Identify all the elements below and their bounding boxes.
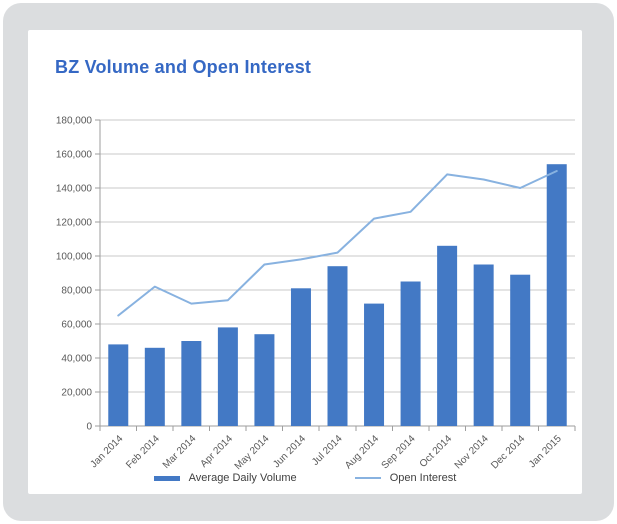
- line-series-swatch: [354, 477, 381, 479]
- bar: [364, 303, 385, 426]
- legend-label-open-interest: Open Interest: [389, 472, 457, 484]
- y-tick-label: 80,000: [61, 286, 92, 297]
- bar: [108, 344, 129, 426]
- bar: [290, 288, 311, 426]
- chart-panel-frame: BZ Volume and Open Interest 0 20,000 40,00…: [3, 3, 614, 521]
- x-tick-label: Jan 2014: [89, 433, 126, 470]
- y-tick-label: 0: [86, 422, 92, 433]
- bar: [400, 281, 421, 426]
- y-tick-label: 20,000: [61, 388, 92, 399]
- x-tick-label: Jan 2015: [527, 433, 564, 470]
- x-tick-label: Dec 2014: [489, 433, 527, 471]
- bar: [437, 245, 458, 426]
- bar: [510, 274, 531, 426]
- bar: [217, 327, 238, 426]
- x-tick-label: Apr 2014: [199, 433, 236, 470]
- x-tick-label: Sep 2014: [380, 433, 418, 471]
- x-tick-label: May 2014: [233, 433, 272, 472]
- y-tick-label: 60,000: [61, 320, 92, 331]
- legend-label-average-daily-volume: Average Daily Volume: [188, 472, 297, 484]
- y-tick-label: 120,000: [56, 218, 93, 229]
- bar: [473, 264, 494, 426]
- bar-series-swatch: [153, 475, 180, 481]
- open-interest-line: [117, 170, 558, 317]
- y-tick-label: 140,000: [56, 184, 93, 195]
- x-tick-label: Jun 2014: [271, 433, 308, 470]
- x-tick-label: Jul 2014: [310, 433, 345, 468]
- x-tick-label: Mar 2014: [161, 433, 199, 471]
- legend-item-average-daily-volume: Average Daily Volume: [153, 472, 297, 484]
- x-tick-label: Oct 2014: [418, 433, 455, 470]
- bar: [546, 164, 567, 426]
- bar: [254, 334, 275, 426]
- y-tick-label: 160,000: [56, 150, 93, 161]
- y-tick-label: 40,000: [61, 354, 92, 365]
- bar: [144, 347, 165, 426]
- chart-title: BZ Volume and Open Interest: [55, 57, 312, 77]
- x-tick-label: Feb 2014: [124, 433, 162, 471]
- x-tick-label: Aug 2014: [343, 433, 381, 471]
- chart-legend: Average Daily Volume Open Interest: [28, 472, 582, 484]
- chart-svg: 0 20,000 40,000 60,000 80,000 100,000 120,000 1…: [56, 116, 576, 472]
- y-tick-label: 100,000: [56, 252, 93, 263]
- bar: [181, 341, 202, 426]
- bar: [327, 266, 348, 426]
- x-tick-label: Nov 2014: [453, 433, 491, 471]
- chart-card: BZ Volume and Open Interest 0 20,000 40,00…: [28, 30, 582, 494]
- legend-item-open-interest: Open Interest: [354, 472, 457, 484]
- y-tick-label: 180,000: [56, 116, 93, 127]
